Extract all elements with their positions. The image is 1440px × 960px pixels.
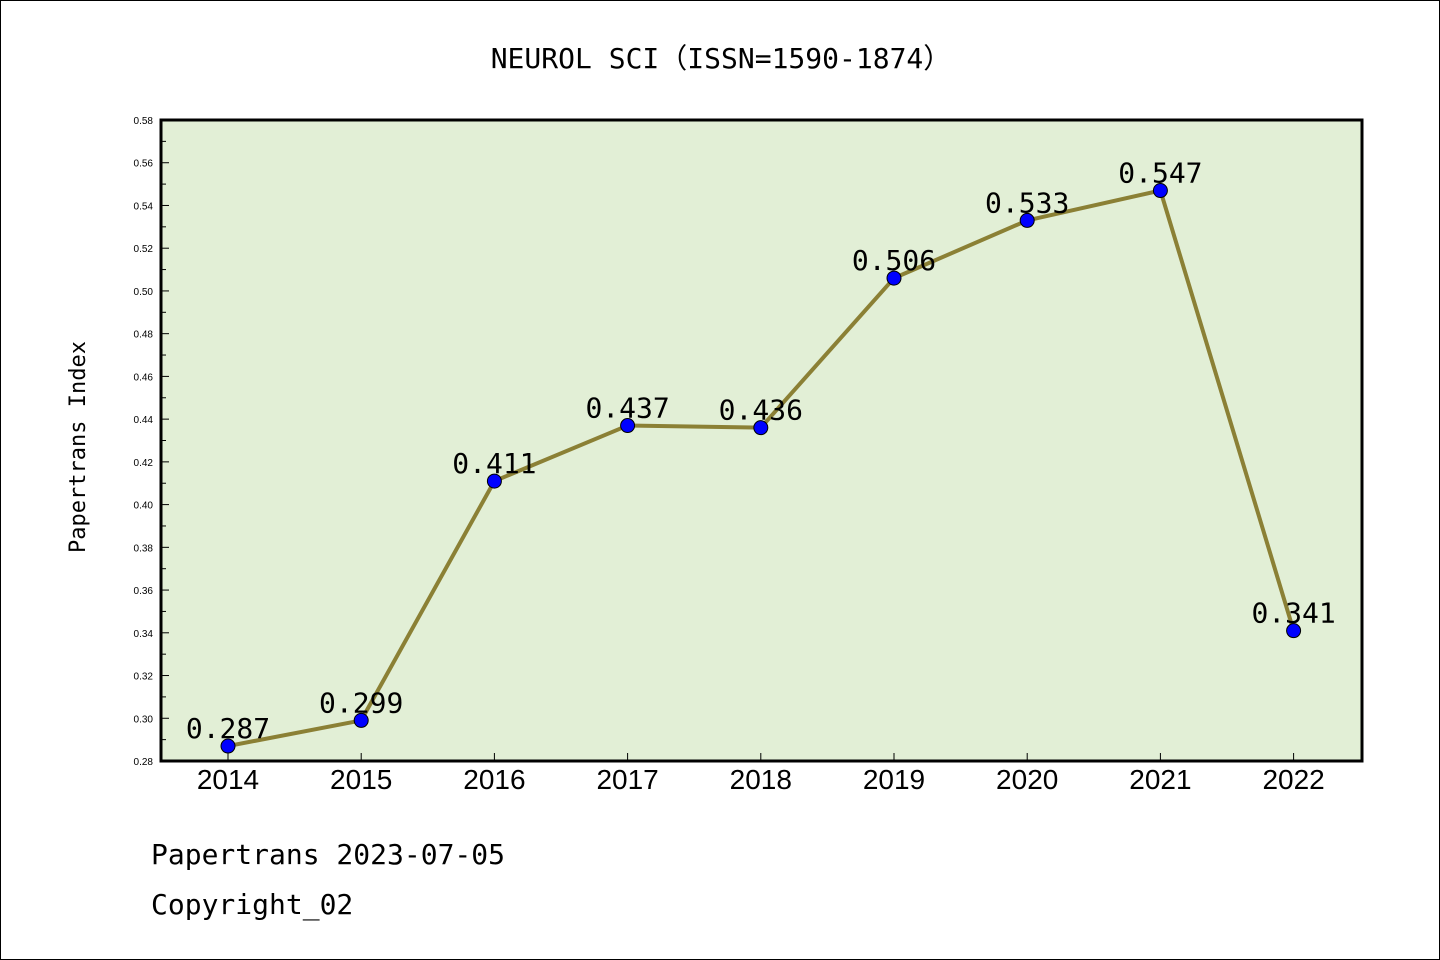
footer-date: Papertrans 2023-07-05 — [151, 838, 505, 871]
x-tick-label: 2022 — [1262, 764, 1324, 795]
chart-title: NEUROL SCI（ISSN=1590-1874） — [491, 42, 952, 75]
data-point — [220, 738, 236, 754]
y-tick-label: 0.42 — [134, 458, 154, 469]
y-tick-label: 0.28 — [134, 757, 154, 768]
data-point — [1152, 183, 1168, 199]
footer-copyright: Copyright_02 — [151, 888, 353, 922]
y-tick-label: 0.46 — [134, 372, 154, 383]
data-label: 0.341 — [1251, 597, 1335, 630]
data-label: 0.533 — [985, 186, 1069, 219]
y-tick-label: 0.32 — [134, 672, 154, 683]
data-label: 0.411 — [452, 447, 536, 480]
x-tick-label: 2017 — [596, 764, 658, 795]
y-axis-ticks: 0.28 0.30 0.32 0.34 0.36 0.38 0.40 0.42 0.44 0.46… — [134, 116, 169, 768]
y-tick-label: 0.40 — [134, 501, 154, 512]
data-label: 0.287 — [186, 712, 270, 745]
data-label: 0.299 — [319, 686, 403, 719]
y-tick-label: 0.48 — [134, 330, 154, 341]
data-point — [353, 712, 369, 728]
data-point — [753, 420, 769, 436]
series-line-group — [220, 183, 1302, 754]
y-tick-label: 0.38 — [134, 543, 154, 554]
x-tick-label: 2018 — [730, 764, 792, 795]
x-tick-label: 2014 — [197, 764, 259, 795]
data-labels: 0.287 0.299 0.411 0.437 0.436 0.506 0.533 0.547… — [186, 157, 1336, 746]
y-tick-label: 0.50 — [134, 287, 154, 298]
y-tick-label: 0.44 — [134, 415, 154, 426]
x-axis-ticks: 2014 2015 2016 2017 2018 2019 2020 2021 2022 — [197, 753, 1325, 795]
data-label: 0.436 — [719, 394, 803, 427]
y-tick-label: 0.30 — [134, 714, 154, 725]
data-point — [886, 270, 902, 286]
data-label: 0.437 — [585, 392, 669, 425]
y-tick-label: 0.36 — [134, 586, 154, 597]
data-label: 0.547 — [1118, 157, 1202, 190]
data-point — [1286, 623, 1302, 639]
y-tick-label: 0.58 — [134, 116, 154, 127]
y-tick-label: 0.52 — [134, 244, 154, 255]
data-point — [486, 473, 502, 489]
y-tick-label: 0.34 — [134, 629, 154, 640]
x-tick-label: 2016 — [463, 764, 525, 795]
x-tick-label: 2015 — [330, 764, 392, 795]
x-tick-label: 2020 — [996, 764, 1058, 795]
y-tick-label: 0.54 — [134, 201, 154, 212]
x-tick-label: 2019 — [863, 764, 925, 795]
y-axis-label: Papertrans Index — [66, 341, 91, 553]
data-point — [1019, 212, 1035, 228]
data-label: 0.506 — [852, 244, 936, 277]
y-tick-label: 0.56 — [134, 159, 154, 170]
plot-area — [159, 118, 1364, 763]
x-tick-label: 2021 — [1129, 764, 1191, 795]
data-point — [620, 418, 636, 434]
